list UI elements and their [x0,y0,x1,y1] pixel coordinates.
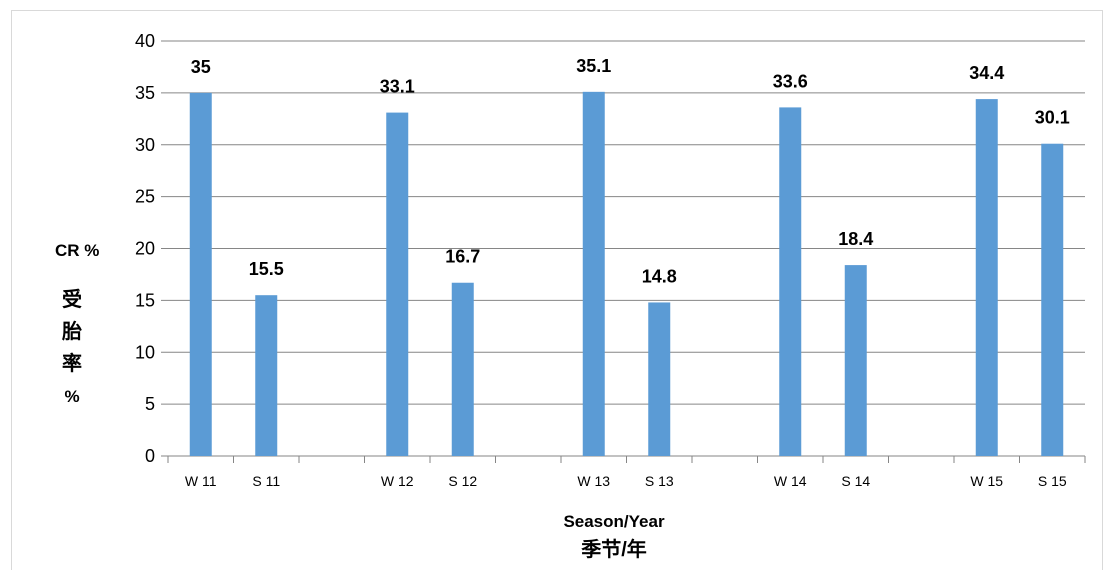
y-tick-label: 30 [135,135,155,155]
x-axis-title: Season/Year [563,512,665,531]
bar [255,295,278,456]
y-axis-title-cn-char: 胎 [61,319,82,343]
x-tick-label: W 12 [381,473,414,489]
data-label: 30.1 [1035,108,1070,128]
data-label: 18.4 [838,229,873,249]
bar [451,282,474,456]
bar [386,112,409,457]
y-tick-label: 15 [135,290,155,310]
x-tick-label: S 12 [448,473,477,489]
data-label: 35 [191,57,211,77]
y-tick-label: 10 [135,342,155,362]
x-tick-label: S 14 [841,473,870,489]
bar [189,92,212,456]
bar [582,91,605,457]
y-axis-title-cn-char: % [64,387,79,406]
x-tick-label: W 15 [970,473,1003,489]
x-tick-label: S 15 [1038,473,1067,489]
x-tick-label: W 14 [774,473,807,489]
x-tick-label: W 11 [185,473,217,489]
bar [975,99,998,456]
x-tick-label: S 11 [252,473,280,489]
x-tick-label: W 13 [577,473,610,489]
data-label: 35.1 [576,56,611,76]
data-label: 33.6 [773,71,808,91]
bar [1041,143,1064,456]
y-tick-label: 20 [135,239,155,259]
data-label: 16.7 [445,247,480,267]
x-tick-label: S 13 [645,473,674,489]
y-axis-title-cn-char: 率 [62,351,82,375]
y-axis-title-cn-char: 受 [62,287,82,311]
gridlines [161,40,1086,463]
y-tick-label: 0 [145,446,155,466]
y-tick-label: 5 [145,394,155,414]
y-tick-label: 25 [135,187,155,207]
data-labels: 35 15.5 33.1 16.7 35.1 14.8 33.6 18.4 34.4 30.1 [191,56,1070,287]
x-axis-title-cn: 季节/年 [580,537,647,561]
bar [779,107,802,457]
data-label: 33.1 [380,77,415,97]
bars [189,91,1064,457]
data-label: 34.4 [969,63,1004,83]
y-tick-labels: 0 5 10 15 20 25 30 35 40 [135,31,155,466]
y-tick-label: 40 [135,31,155,51]
y-axis-title: CR % [55,241,99,260]
x-tick-labels: W 11 S 11 W 12 S 12 W 13 S 13 W 14 S 14 W 15 S 15 [185,473,1067,489]
y-axis-title-cn: 受胎率% [61,287,82,406]
bar [648,302,671,456]
y-tick-label: 35 [135,83,155,103]
data-label: 15.5 [249,259,284,279]
data-label: 14.8 [642,266,677,286]
bar [844,265,867,456]
